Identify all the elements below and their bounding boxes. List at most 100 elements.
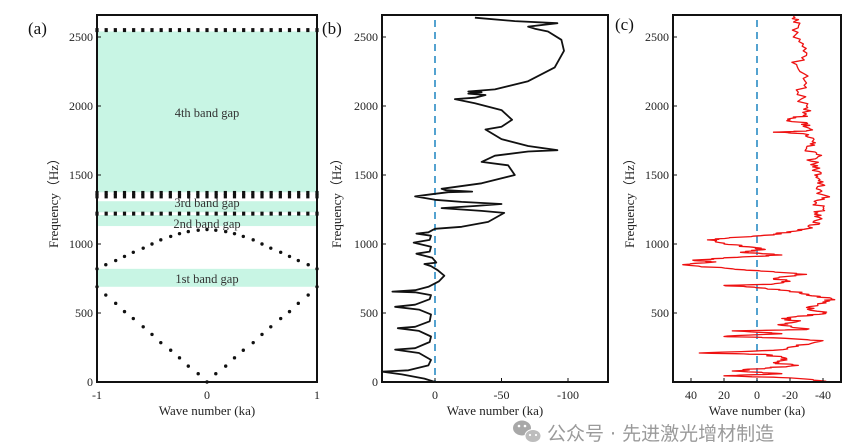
dispersion-dot (205, 194, 209, 199)
y-tick-label: 1000 (354, 237, 378, 251)
y-tick-label: 1500 (354, 168, 378, 182)
dispersion-dot (141, 190, 145, 195)
dispersion-dot (224, 364, 228, 368)
panel-a-frame (96, 14, 318, 383)
dispersion-dot (287, 309, 292, 314)
dispersion-dot (159, 28, 163, 33)
dispersion-dot (214, 211, 218, 216)
x-tick-label: -40 (815, 388, 831, 402)
dispersion-dot (159, 190, 163, 195)
dispersion-dot (187, 211, 191, 216)
y-tick-label: 2000 (69, 99, 93, 113)
dispersion-dot (306, 28, 310, 33)
dispersion-dot (278, 190, 282, 195)
panel-a: 0 500 1000 1500 2000 2500 -1 0 1 4th band gap… (28, 14, 320, 418)
dispersion-dot (131, 250, 135, 254)
y-tick-label: 500 (651, 306, 669, 320)
x-tick-label: 20 (718, 388, 730, 402)
dispersion-dot (104, 194, 108, 199)
dispersion-dot (150, 190, 154, 195)
dispersion-dot (232, 190, 237, 195)
x-tick-label: 1 (314, 388, 320, 402)
dispersion-dot (141, 211, 145, 216)
dispersion-dot (251, 190, 255, 195)
dispersion-dot (150, 194, 154, 199)
dispersion-dot (150, 332, 154, 337)
dispersion-dot (122, 211, 127, 216)
band-gap-region (97, 201, 317, 213)
dispersion-dot (104, 28, 108, 33)
dispersion-dot (232, 194, 237, 199)
dispersion-dot (269, 211, 273, 216)
dispersion-dot (205, 211, 209, 216)
y-axis-title: Frequency（Hz） (329, 152, 344, 248)
dispersion-dot (113, 28, 117, 33)
dispersion-dot (269, 28, 273, 33)
dispersion-dot (186, 364, 190, 368)
dispersion-dot (278, 211, 282, 216)
dispersion-dot (269, 194, 273, 199)
x-tick-label: -1 (92, 388, 102, 402)
band-gap-label-2: 2nd band gap (173, 217, 240, 231)
dispersion-dot (260, 211, 264, 216)
dispersion-dot (269, 246, 273, 250)
dispersion-dot (104, 263, 108, 267)
dispersion-dot (269, 325, 273, 329)
dispersion-dot (122, 190, 127, 195)
dispersion-dot (196, 211, 200, 216)
dispersion-dot (196, 228, 200, 232)
y-tick-label: 2000 (354, 99, 378, 113)
dispersion-dot (177, 231, 182, 236)
y-tick-label: 0 (372, 375, 378, 389)
panel-b: 0 500 1000 1500 2000 2500 0 -50 -100 Wave numbe… (322, 14, 609, 418)
y-tick-label: 1500 (645, 168, 669, 182)
dispersion-dot (278, 28, 282, 33)
band-gap-label-3: 3rd band gap (174, 196, 239, 210)
dispersion-dot (169, 234, 173, 239)
dispersion-dot (232, 28, 237, 33)
dispersion-dot (122, 28, 127, 33)
dispersion-dot (177, 211, 182, 216)
dispersion-dot (141, 28, 145, 33)
dispersion-dot (150, 28, 154, 33)
x-tick-label: 0 (754, 388, 760, 402)
dispersion-dot (168, 190, 172, 195)
dispersion-dot (159, 194, 163, 199)
dispersion-dot (104, 190, 108, 195)
panel-b-frame (381, 14, 609, 383)
band-gap-region (97, 268, 317, 287)
dispersion-dot (168, 211, 172, 216)
dispersion-dot (297, 28, 301, 33)
panel-c: 500 1000 1500 2000 2500 40 20 0 -20 -40 Wave num… (615, 14, 842, 418)
x-tick-label: -100 (557, 388, 579, 402)
dispersion-dot (132, 28, 136, 33)
dispersion-dot (122, 309, 127, 314)
dispersion-dot (104, 293, 108, 297)
dispersion-dot (132, 190, 136, 195)
band-gap-label-1: 1st band gap (175, 272, 238, 286)
y-tick-label: 2500 (69, 30, 93, 44)
dispersion-dot (223, 190, 227, 195)
dispersion-dot (242, 28, 246, 33)
dispersion-dot (260, 332, 264, 337)
x-axis-title: Wave number (ka) (159, 403, 255, 418)
dispersion-dot (141, 325, 145, 329)
measured-wave-number-curve (682, 15, 836, 382)
y-tick-label: 500 (360, 306, 378, 320)
dispersion-dot (223, 194, 227, 199)
y-tick-label: 1000 (645, 237, 669, 251)
dispersion-dot (297, 194, 301, 199)
dispersion-dot (232, 231, 237, 236)
dispersion-dot (196, 372, 200, 376)
dispersion-dot (214, 194, 218, 199)
band-gap-region (97, 31, 317, 193)
dispersion-dot (269, 190, 273, 195)
y-tick-label: 1000 (69, 237, 93, 251)
dispersion-dot (187, 194, 191, 199)
dispersion-dot (278, 194, 282, 199)
dispersion-dot (159, 238, 163, 242)
dispersion-dot (114, 258, 118, 263)
dispersion-dot (223, 211, 227, 216)
dispersion-dot (187, 28, 191, 33)
